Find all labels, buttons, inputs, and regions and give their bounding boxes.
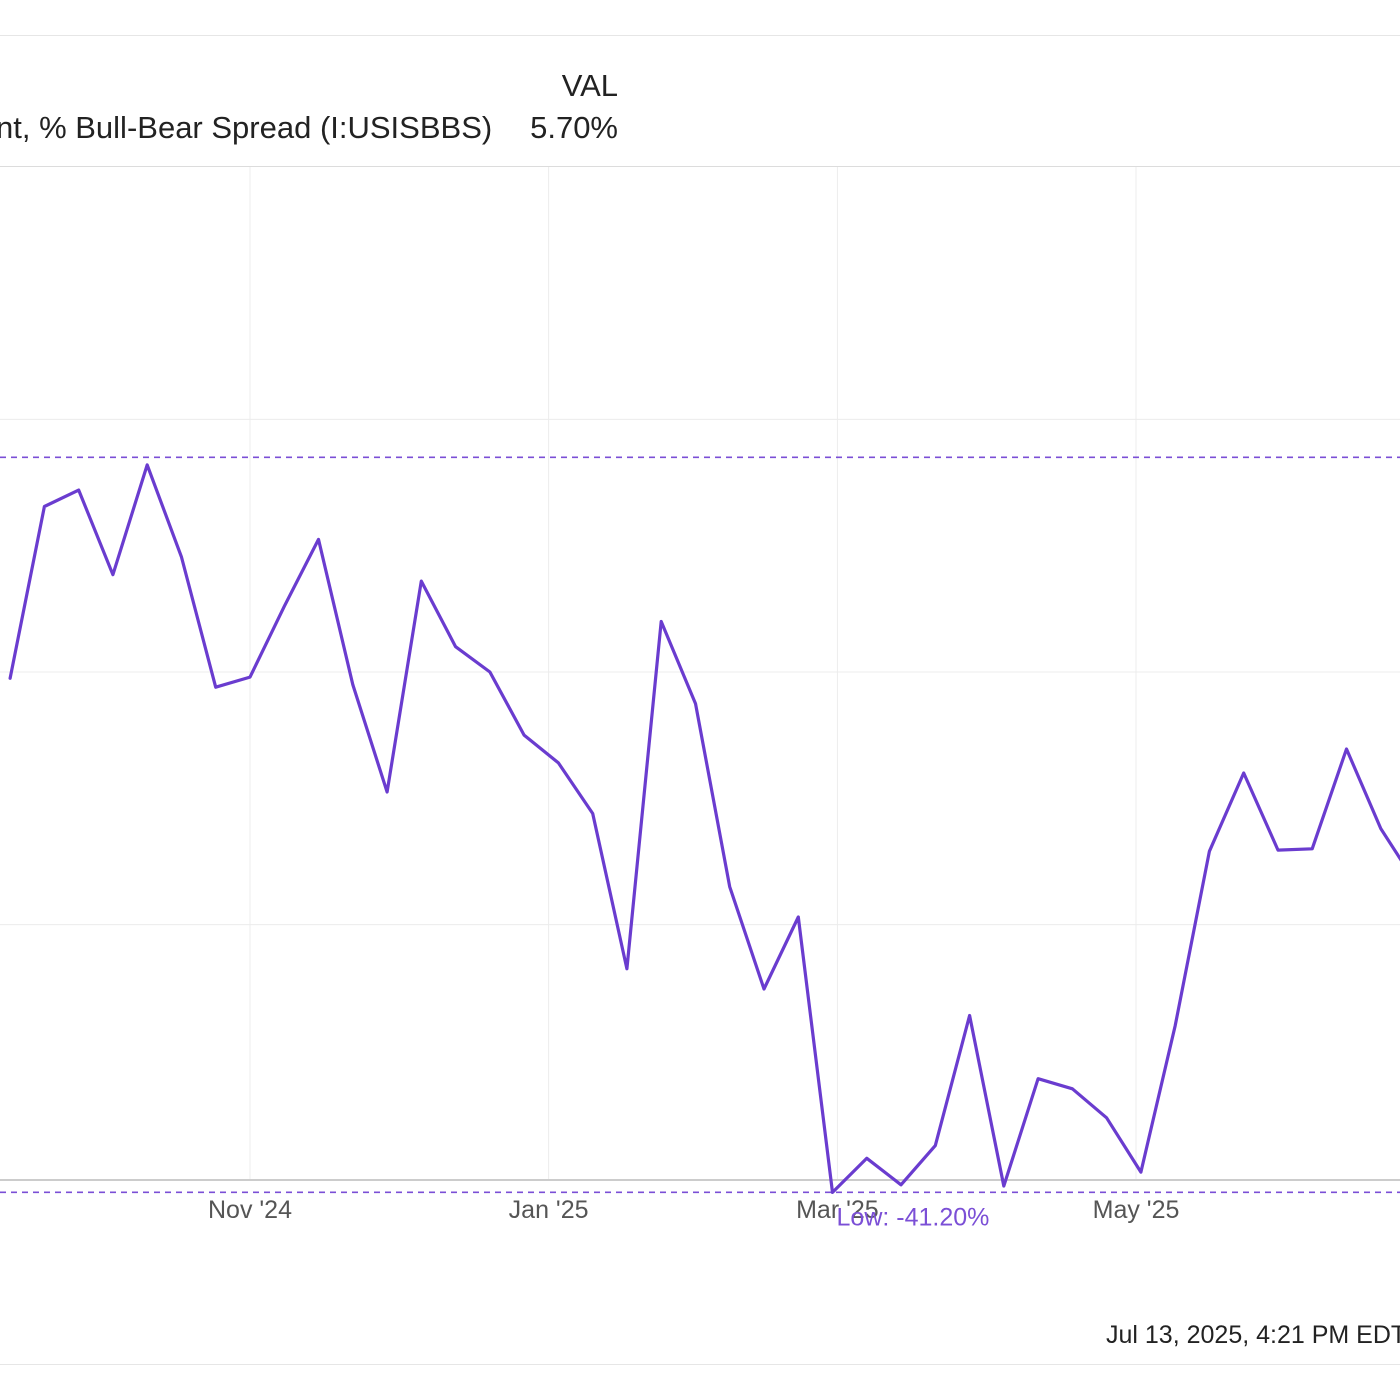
data-point-2: [75, 486, 83, 494]
data-point-28: [966, 1012, 974, 1020]
x-tick-label-1: Jan '25: [509, 1196, 589, 1224]
data-point-22: [760, 985, 768, 993]
bottom-divider: [0, 1364, 1400, 1365]
data-point-14: [486, 668, 494, 676]
data-point-15: [520, 731, 528, 739]
data-point-9: [315, 535, 323, 543]
vertical-gridlines: [249, 167, 1137, 1180]
series-line[interactable]: [8, 463, 1400, 1194]
data-point-21: [726, 883, 734, 891]
data-point-30: [1034, 1075, 1042, 1083]
data-point-40: [1377, 825, 1385, 833]
legend-column-header: VAL: [561, 68, 618, 103]
x-tick-label-3: May '25: [1093, 1196, 1180, 1224]
data-point-38: [1308, 845, 1316, 853]
data-point-32: [1103, 1114, 1111, 1122]
data-point-25: [863, 1154, 871, 1162]
low-annotation-label: Low: -41.20%: [837, 1203, 990, 1231]
data-point-17: [589, 810, 597, 818]
x-tick-label-0: Nov '24: [208, 1196, 292, 1224]
data-point-0: [6, 674, 14, 682]
footer-timestamp: Jul 13, 2025, 4:21 PM EDT Po: [1106, 1321, 1400, 1349]
data-point-11: [383, 788, 391, 796]
data-point-36: [1240, 769, 1248, 777]
data-point-8: [280, 602, 288, 610]
data-point-24: [829, 1188, 837, 1196]
data-point-10: [349, 681, 357, 689]
data-point-5: [178, 553, 186, 561]
series-points: [6, 461, 1400, 1197]
data-point-1: [40, 503, 48, 511]
data-point-35: [1205, 847, 1213, 855]
data-point-31: [1068, 1085, 1076, 1093]
reference-lines: [0, 456, 1400, 1194]
data-point-6: [212, 683, 220, 691]
data-point-29: [1000, 1182, 1008, 1190]
data-point-33: [1137, 1168, 1145, 1176]
data-point-19: [657, 618, 665, 626]
legend-current-value: 5.70%: [530, 110, 618, 145]
data-point-23: [794, 913, 802, 921]
legend-divider: [0, 166, 1400, 167]
data-point-7: [246, 673, 254, 681]
data-point-13: [452, 643, 460, 651]
data-point-3: [109, 571, 117, 579]
data-point-26: [897, 1181, 905, 1189]
data-point-16: [554, 759, 562, 767]
x-axis-tick-labels: Nov '24 Jan '25 Mar '25 May '25: [208, 1196, 1179, 1224]
top-divider: [0, 35, 1400, 36]
data-point-18: [623, 965, 631, 973]
legend-series-label[interactable]: nt, % Bull-Bear Spread (I:USISBBS): [0, 110, 493, 145]
data-point-37: [1274, 846, 1282, 854]
data-point-27: [931, 1142, 939, 1150]
data-point-12: [417, 577, 425, 585]
data-point-39: [1343, 745, 1351, 753]
x-tick-label-2: Mar '25: [796, 1196, 879, 1224]
data-point-34: [1171, 1022, 1179, 1030]
horizontal-gridlines: [0, 418, 1400, 926]
data-point-20: [692, 700, 700, 708]
data-point-4: [143, 461, 151, 469]
